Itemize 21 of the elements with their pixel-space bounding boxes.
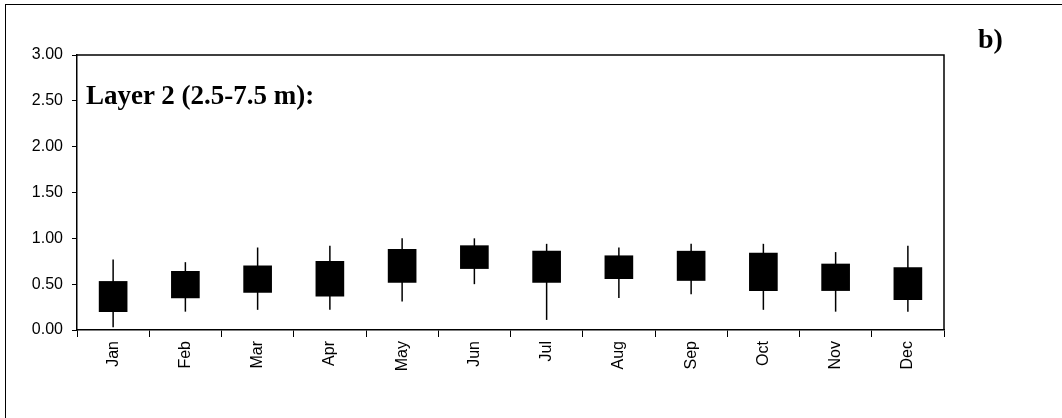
x-tick-label: Oct (753, 340, 771, 366)
text: b) (978, 23, 1003, 54)
x-tick-label: Jun (464, 341, 482, 367)
y-tick-label: 2.50 (31, 91, 64, 109)
x-tick-label: Mar (248, 340, 266, 369)
y-tick-label: 2.00 (31, 137, 64, 155)
y-tick-label: 3.00 (31, 45, 64, 63)
x-tick-label: Aug (609, 341, 627, 370)
y-tick-label: 0.50 (31, 274, 64, 292)
x-tick-label: Dec (898, 341, 916, 370)
x-tick-label: Jul (537, 341, 555, 362)
x-tick-label: Sep (681, 340, 699, 370)
y-tick-label: 1.50 (31, 182, 64, 200)
x-tick-label: Jan (103, 341, 121, 367)
x-tick-label: Nov (826, 341, 844, 370)
x-tick-label: Apr (320, 340, 338, 366)
y-tick-label: 0.00 (31, 320, 64, 338)
x-tick-label: May (392, 341, 410, 372)
text: Layer 2 (2.5-7.5 m): (86, 80, 315, 110)
x-tick-label: Feb (175, 340, 193, 369)
y-tick-label: 1.00 (31, 228, 64, 246)
